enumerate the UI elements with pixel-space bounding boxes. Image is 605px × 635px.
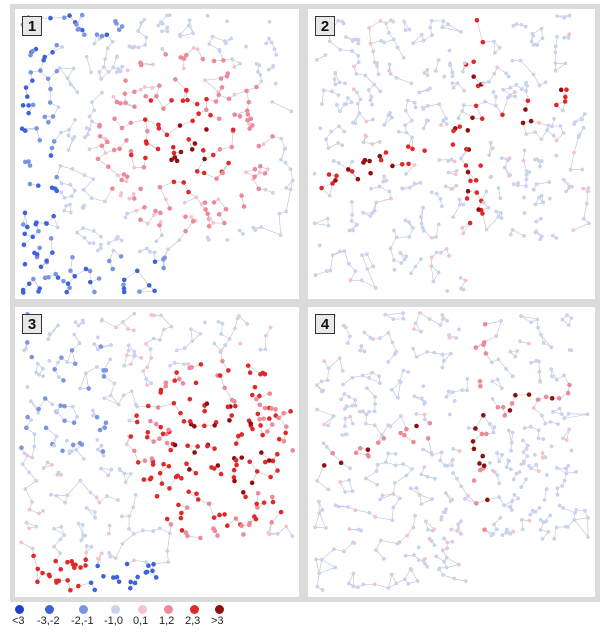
legend-label: 2,3 (185, 615, 201, 627)
panel-label: 2 (315, 16, 335, 36)
classified-dots (19, 12, 295, 295)
legend-label: -1,0 (104, 615, 123, 627)
legend-swatch (79, 605, 88, 614)
map-panel-4: 4 (308, 307, 595, 597)
street-network-map (19, 12, 295, 295)
street-network-map (19, 311, 295, 593)
classified-dots (312, 13, 591, 293)
classified-dots (313, 311, 590, 592)
legend-swatch (190, 605, 199, 614)
legend-swatch (111, 605, 120, 614)
legend-label: 1,2 (159, 615, 175, 627)
panel-label: 3 (22, 314, 42, 334)
street-network-map (313, 311, 590, 592)
map-panel-3: 3 (15, 307, 299, 597)
street-lines (21, 14, 294, 293)
legend-swatch (215, 605, 224, 614)
classified-dots (19, 311, 295, 593)
legend: <3 -3,-2 -2,-1 -1,0 0,1 1,2 2,3 >3 (10, 603, 370, 633)
panel-label: 4 (315, 314, 335, 334)
legend-label: 0,1 (133, 615, 149, 627)
legend-label: -3,-2 (37, 615, 60, 627)
map-panel-2: 2 (308, 9, 595, 299)
street-network-map (312, 13, 591, 293)
panel-label: 1 (22, 16, 42, 36)
legend-label: -2,-1 (71, 615, 94, 627)
map-panel-1: 1 (15, 9, 299, 299)
figure-frame: 1 2 3 4 (10, 4, 600, 602)
street-lines (314, 15, 590, 290)
legend-swatch (45, 605, 54, 614)
legend-label: <3 (12, 615, 25, 627)
legend-label: >3 (211, 615, 224, 627)
legend-swatch (164, 605, 173, 614)
legend-swatch (138, 605, 147, 614)
legend-swatch (15, 605, 24, 614)
